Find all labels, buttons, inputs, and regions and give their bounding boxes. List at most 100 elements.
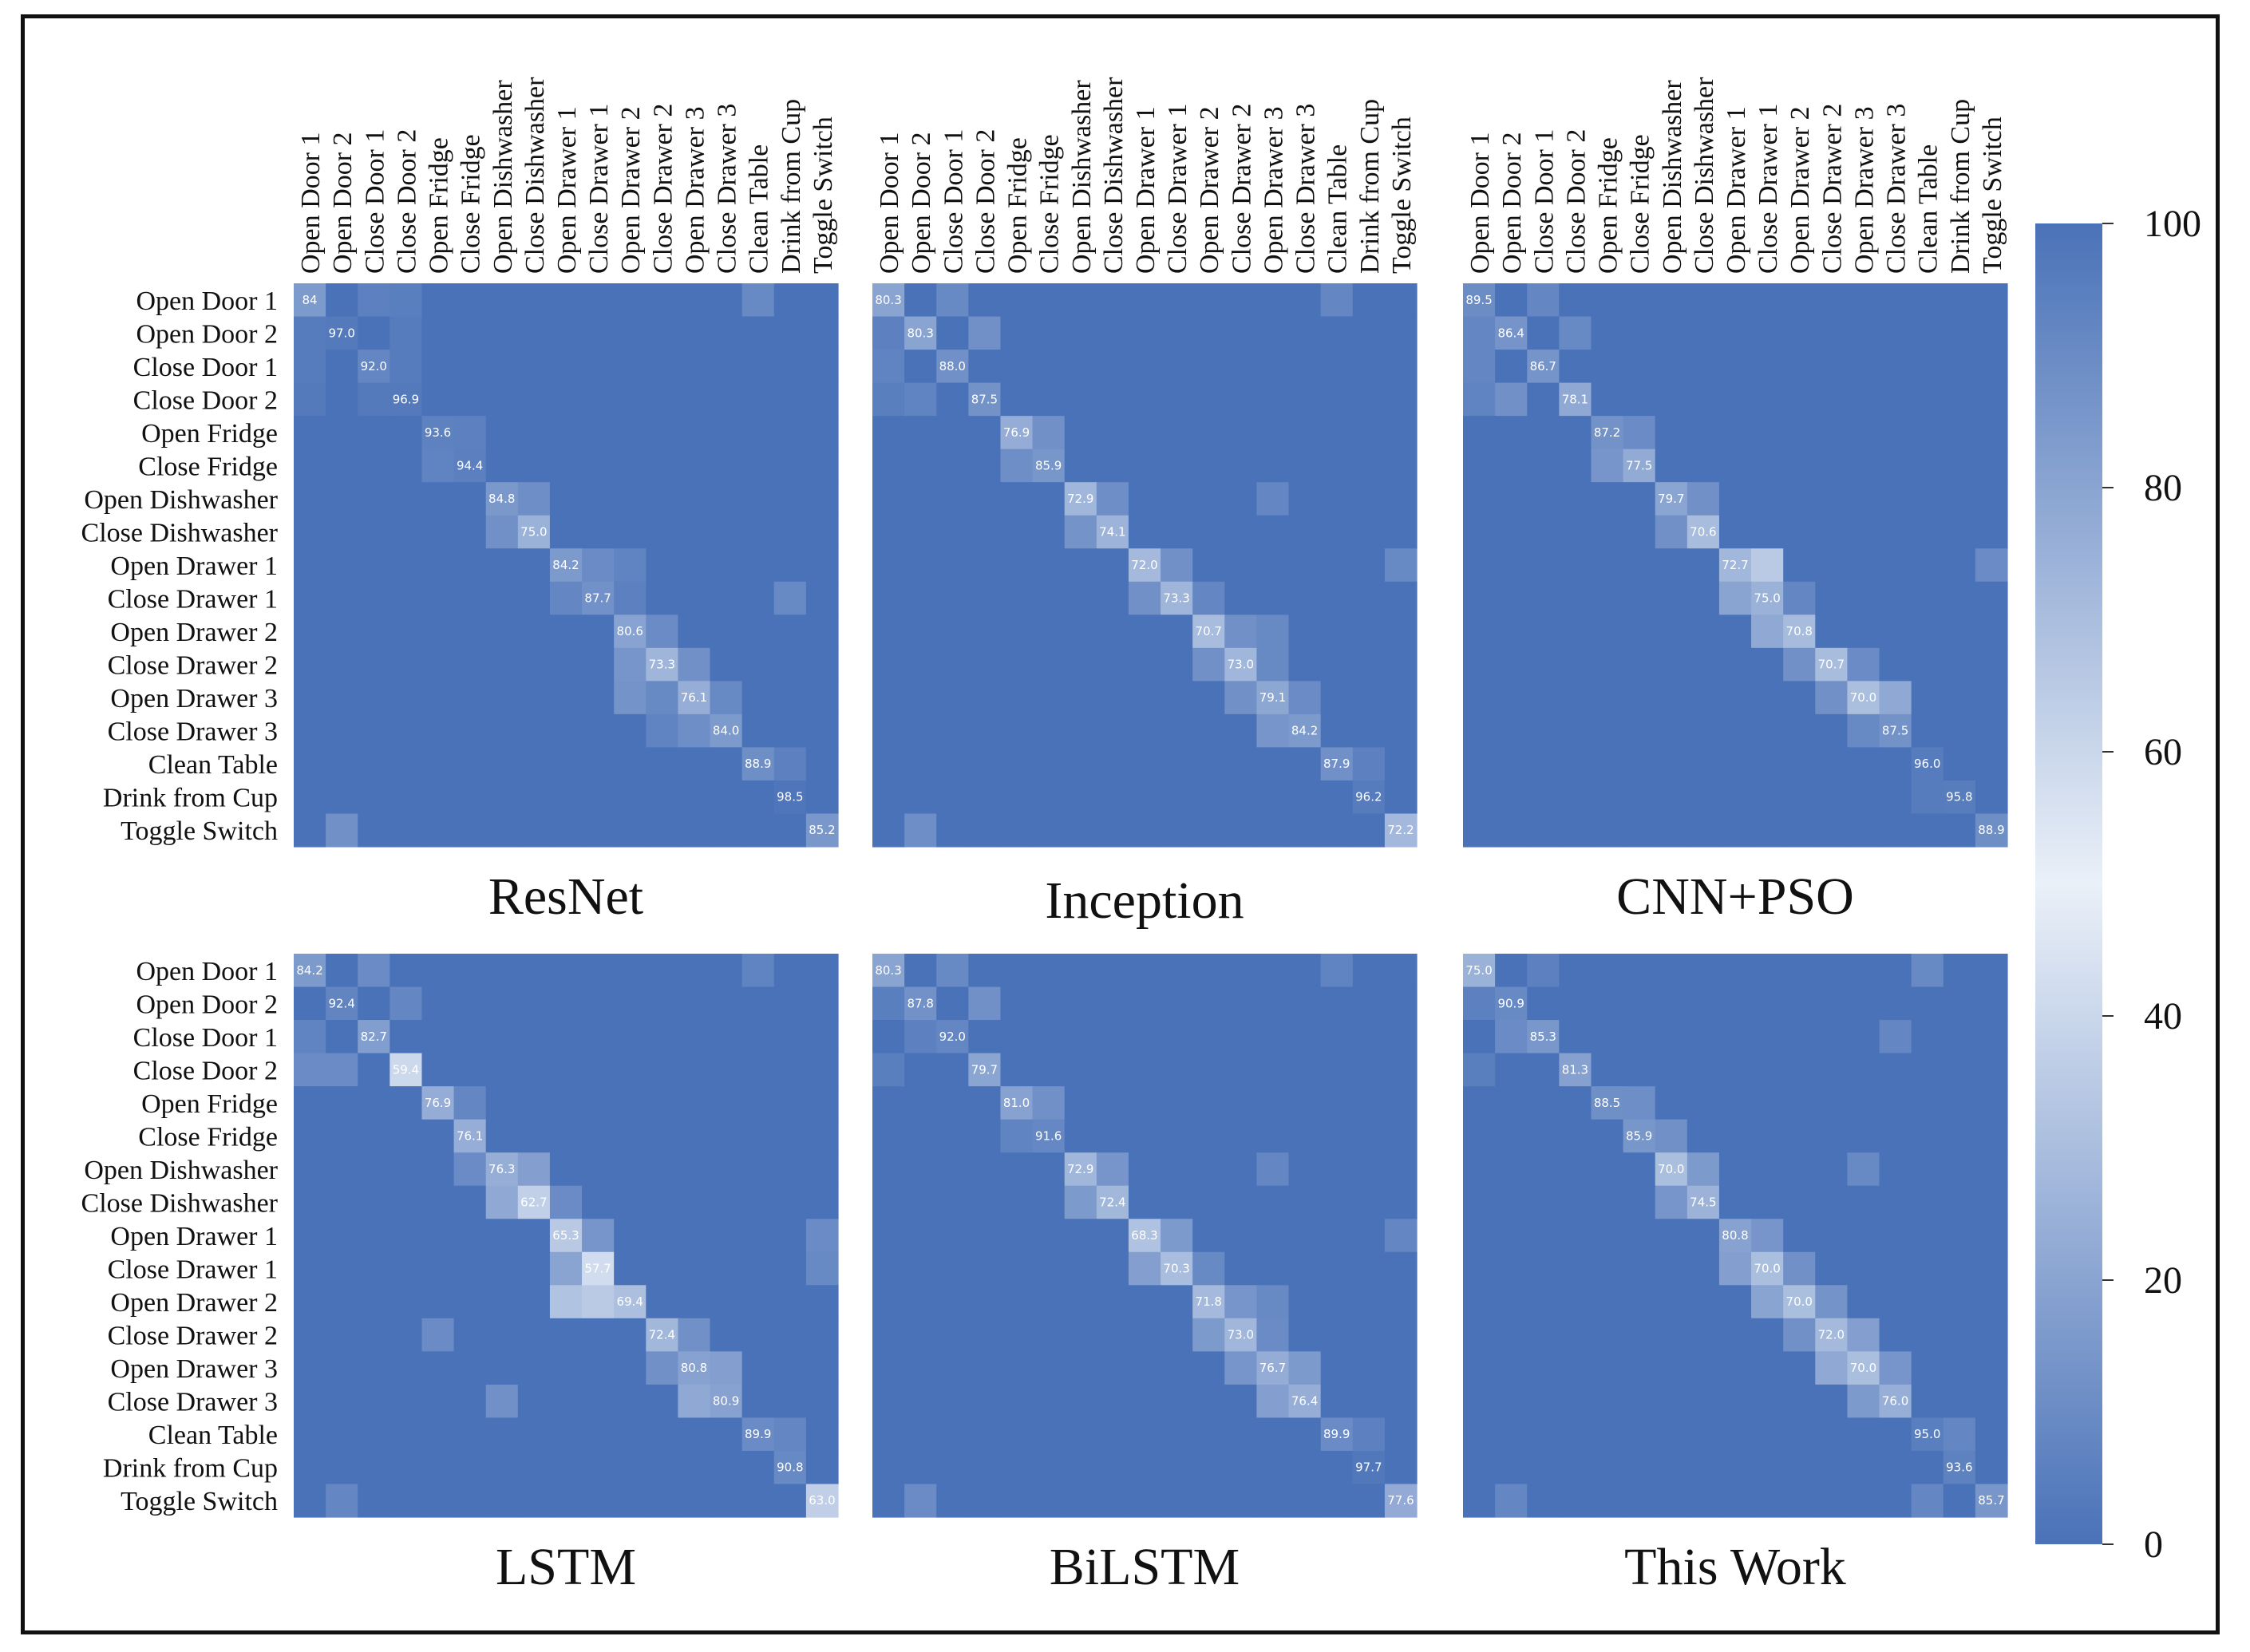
matrix-cell: [1591, 1285, 1624, 1319]
matrix-cell: [549, 1417, 583, 1452]
matrix-cell: [741, 1450, 775, 1485]
matrix-cell: [1064, 1251, 1097, 1286]
matrix-cell: [582, 283, 615, 318]
matrix-cell: [326, 581, 358, 615]
diagonal-value-label: 70.3: [1163, 1262, 1189, 1276]
matrix-cell: [1161, 1285, 1193, 1319]
matrix-cell: [549, 615, 583, 649]
matrix-cell: [358, 747, 390, 781]
matrix-cell: [1975, 1351, 2008, 1385]
matrix-cell: [1718, 986, 1752, 1021]
matrix-cell: [1064, 1351, 1097, 1385]
matrix-cell: [1559, 1285, 1592, 1319]
matrix-cell: [1783, 681, 1816, 715]
matrix-cell: [710, 515, 743, 549]
matrix-cell: [1879, 350, 1912, 384]
matrix-cell: [1352, 482, 1386, 516]
matrix-cell: [646, 1185, 679, 1219]
diagonal-value-label: 76.4: [1291, 1394, 1318, 1409]
matrix-cell: [549, 1119, 583, 1153]
matrix-cell: [1623, 813, 1656, 848]
diagonal-cell: [1352, 780, 1386, 815]
matrix-cell: [741, 1119, 775, 1153]
matrix-cell: [1847, 416, 1880, 450]
matrix-cell: [678, 1318, 711, 1352]
matrix-cell: [294, 515, 326, 549]
matrix-cell: [1352, 813, 1386, 848]
matrix-cell: [421, 1450, 455, 1485]
matrix-cell: [1192, 1152, 1225, 1187]
matrix-cell: [326, 647, 358, 682]
matrix-cell: [1384, 615, 1418, 649]
matrix-cell: [936, 780, 969, 815]
matrix-cell: [710, 986, 743, 1021]
matrix-cell: [904, 1053, 937, 1087]
matrix-cell: [678, 1484, 711, 1518]
diagonal-cell: [1527, 1020, 1560, 1054]
matrix-cell: [1384, 382, 1418, 417]
row-label: Open Drawer 3: [110, 684, 278, 713]
matrix-cell: [1718, 416, 1752, 450]
matrix-cell: [1463, 1450, 1496, 1485]
column-label: Open Door 1: [1465, 132, 1495, 274]
diagonal-cell: [1943, 780, 1976, 815]
matrix-cell: [294, 1219, 326, 1253]
matrix-cell: [326, 416, 358, 450]
matrix-cell: [358, 1152, 390, 1187]
matrix-cell: [421, 283, 455, 318]
matrix-cell: [1655, 813, 1688, 848]
matrix-cell: [453, 713, 487, 749]
heatmap-lstm: 84.292.482.759.476.976.176.362.765.357.7…: [81, 954, 839, 1596]
matrix-cell: [1128, 350, 1161, 384]
matrix-cell: [1000, 780, 1034, 815]
row-label: Open Dishwasher: [84, 1156, 278, 1185]
diagonal-value-label: 72.4: [1099, 1195, 1125, 1209]
matrix-cell: [1751, 813, 1784, 848]
matrix-cell: [710, 382, 743, 417]
matrix-cell: [1687, 1119, 1720, 1153]
matrix-cell: [1352, 1384, 1386, 1419]
row-label: Open Drawer 1: [110, 551, 278, 581]
matrix-cell: [358, 1384, 390, 1419]
matrix-cell: [1879, 1450, 1912, 1485]
diagonal-value-label: 77.6: [1387, 1493, 1414, 1508]
matrix-cell: [294, 1053, 326, 1087]
matrix-cell: [646, 1450, 679, 1485]
matrix-cell: [453, 1417, 487, 1452]
matrix-cell: [773, 1152, 807, 1187]
matrix-cell: [1384, 416, 1418, 450]
matrix-cell: [773, 316, 807, 350]
matrix-cell: [1783, 515, 1816, 549]
matrix-cell: [326, 382, 358, 417]
matrix-cell: [872, 1384, 905, 1419]
matrix-cell: [805, 986, 839, 1021]
matrix-cell: [646, 615, 679, 649]
matrix-cell: [805, 1185, 839, 1219]
matrix-cell: [1256, 813, 1290, 848]
matrix-cell: [904, 581, 937, 615]
matrix-cell: [1623, 986, 1656, 1021]
matrix-cell: [1943, 1417, 1976, 1452]
matrix-cell: [805, 1053, 839, 1087]
matrix-cell: [968, 1417, 1002, 1452]
matrix-cell: [1000, 986, 1034, 1021]
matrix-cell: [294, 1318, 326, 1352]
matrix-cell: [1687, 1384, 1720, 1419]
matrix-cell: [1224, 1185, 1258, 1219]
matrix-cell: [1384, 1020, 1418, 1054]
matrix-cell: [326, 1251, 358, 1286]
matrix-cell: [1064, 1119, 1097, 1153]
matrix-cell: [1192, 1417, 1225, 1452]
diagonal-value-label: 81.3: [1562, 1062, 1588, 1077]
matrix-cell: [1527, 1285, 1560, 1319]
matrix-cell: [773, 1086, 807, 1120]
matrix-cell: [1000, 1119, 1034, 1153]
matrix-cell: [1352, 1417, 1386, 1452]
matrix-cell: [1783, 813, 1816, 848]
matrix-cell: [1751, 1318, 1784, 1352]
diagonal-cell: [1975, 1484, 2008, 1518]
matrix-cell: [1591, 681, 1624, 715]
matrix-cell: [805, 416, 839, 450]
matrix-cell: [1975, 1450, 2008, 1485]
